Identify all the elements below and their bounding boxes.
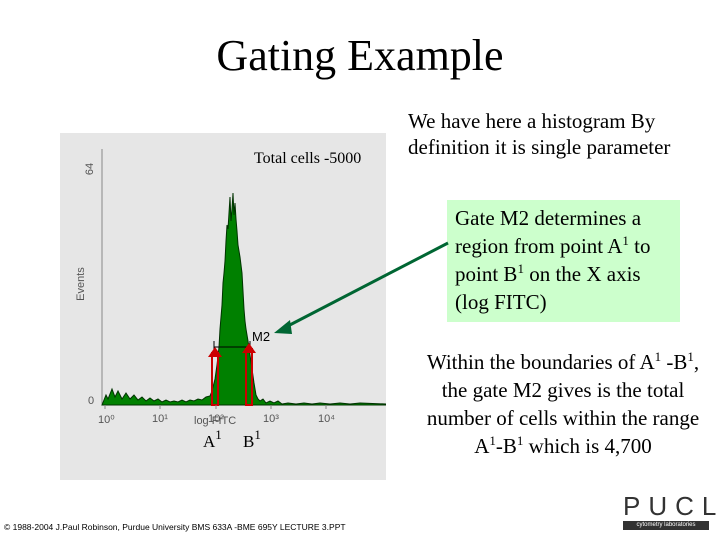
histogram-panel: 64 0 Events 10⁰ 10¹ 10² 10³ 10⁴ log FITC… (60, 133, 386, 480)
gate-label: M2 (252, 329, 271, 344)
y-tick-bottom: 0 (88, 395, 95, 407)
x-tick-label: 10⁰ (98, 414, 115, 426)
pucl-logo: PUCL cytometry laboratories (619, 491, 716, 536)
copyright-footer: © 1988-2004 J.Paul Robinson, Purdue Univ… (4, 522, 346, 532)
histogram-fill (101, 192, 386, 406)
logo-letters: PUCL (623, 491, 720, 521)
conclusion-text: Within the boundaries of A1 -B1, the gat… (426, 349, 700, 458)
x-tick-label: 10⁴ (318, 413, 335, 425)
gate-callout: Gate M2 determines a region from point A… (447, 200, 680, 322)
logo-subtitle: cytometry laboratories (623, 521, 709, 530)
histogram-plot (101, 149, 386, 409)
x-tick-label: 10¹ (152, 413, 168, 425)
point-b-label: B1 (243, 427, 261, 451)
x-tick-label: 10² (208, 413, 224, 425)
intro-text: We have here a histogram By definition i… (408, 109, 671, 159)
marker-a-arrowhead (208, 347, 222, 357)
marker-b-arrowhead (242, 343, 256, 353)
slide-title: Gating Example (216, 31, 504, 80)
x-axis-label: log FITC (194, 415, 237, 427)
point-a-label: A1 (203, 427, 222, 451)
y-tick-top: 64 (84, 162, 97, 176)
y-axis-label: Events (74, 267, 87, 301)
gate-callout-text: Gate M2 determines a region from point A… (455, 206, 651, 314)
x-tick-label: 10³ (263, 413, 279, 425)
histogram-caption: Total cells -5000 (254, 150, 362, 167)
